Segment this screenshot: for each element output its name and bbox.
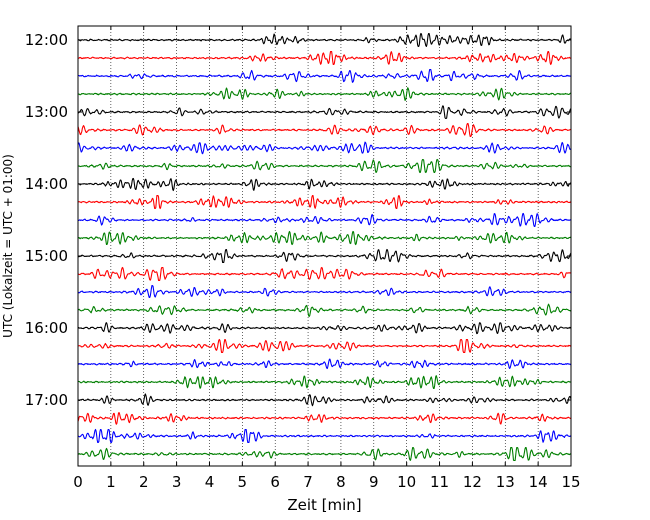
seismogram-trace (77, 87, 572, 101)
y-tick-label: 17:00 (25, 391, 68, 409)
x-tick-label: 15 (561, 473, 580, 491)
seismogram-trace (77, 50, 572, 66)
x-tick-label: 5 (238, 473, 248, 491)
seismogram-trace (77, 393, 572, 407)
y-tick-label: 12:00 (25, 31, 68, 49)
x-tick-label: 3 (172, 473, 182, 491)
y-tick-label: 16:00 (25, 319, 68, 337)
seismogram-trace (77, 212, 572, 228)
x-tick-label: 7 (303, 473, 313, 491)
plot-frame (77, 25, 572, 467)
seismogram-trace (77, 358, 572, 370)
plot-background (78, 26, 571, 466)
seismogram-trace (77, 338, 572, 354)
y-tick-label: 15:00 (25, 247, 68, 265)
seismogram-trace (77, 375, 572, 390)
x-tick-label: 2 (139, 473, 149, 491)
seismogram-trace (77, 230, 572, 246)
seismogram-trace (77, 303, 572, 318)
seismogram-trace (77, 141, 572, 155)
seismogram-trace (77, 177, 572, 192)
seismogram-trace (77, 284, 572, 299)
y-axis-label: UTC (Lokalzeit = UTC + 01:00) (1, 154, 15, 338)
seismogram-trace (77, 105, 572, 120)
grid-lines (110, 26, 539, 466)
y-tick-label: 13:00 (25, 103, 68, 121)
seismogram-trace (78, 428, 572, 444)
seismogram-trace (77, 322, 572, 335)
x-tick-label: 8 (336, 473, 346, 491)
x-axis-label: Zeit [min] (287, 496, 361, 514)
x-tick-label: 12 (463, 473, 482, 491)
x-tick-label: 0 (73, 473, 83, 491)
seismogram-trace (77, 68, 572, 83)
traces (77, 32, 572, 462)
seismogram-trace (77, 122, 572, 138)
seismogram-trace (77, 266, 572, 282)
x-tick-label: 1 (106, 473, 116, 491)
seismogram-trace (77, 412, 572, 425)
x-tick-label: 6 (270, 473, 280, 491)
seismogram-trace (77, 158, 572, 174)
x-tick-label: 14 (529, 473, 548, 491)
seismogram-trace (77, 446, 572, 462)
seismogram-trace (77, 248, 572, 264)
x-axis-ticks: 0 1 2 3 4 5 6 7 8 9 10 11 12 13 14 15 (73, 26, 581, 491)
x-tick-label: 10 (397, 473, 416, 491)
y-axis-ticks: 12:00 13:00 14:00 15:00 16:00 17:00 (25, 31, 571, 409)
seismogram-trace (77, 32, 572, 48)
y-tick-label: 14:00 (25, 175, 68, 193)
x-tick-label: 9 (369, 473, 379, 491)
x-tick-label: 4 (205, 473, 215, 491)
x-tick-label: 13 (496, 473, 515, 491)
seismogram-trace (77, 194, 572, 210)
x-tick-label: 11 (430, 473, 449, 491)
